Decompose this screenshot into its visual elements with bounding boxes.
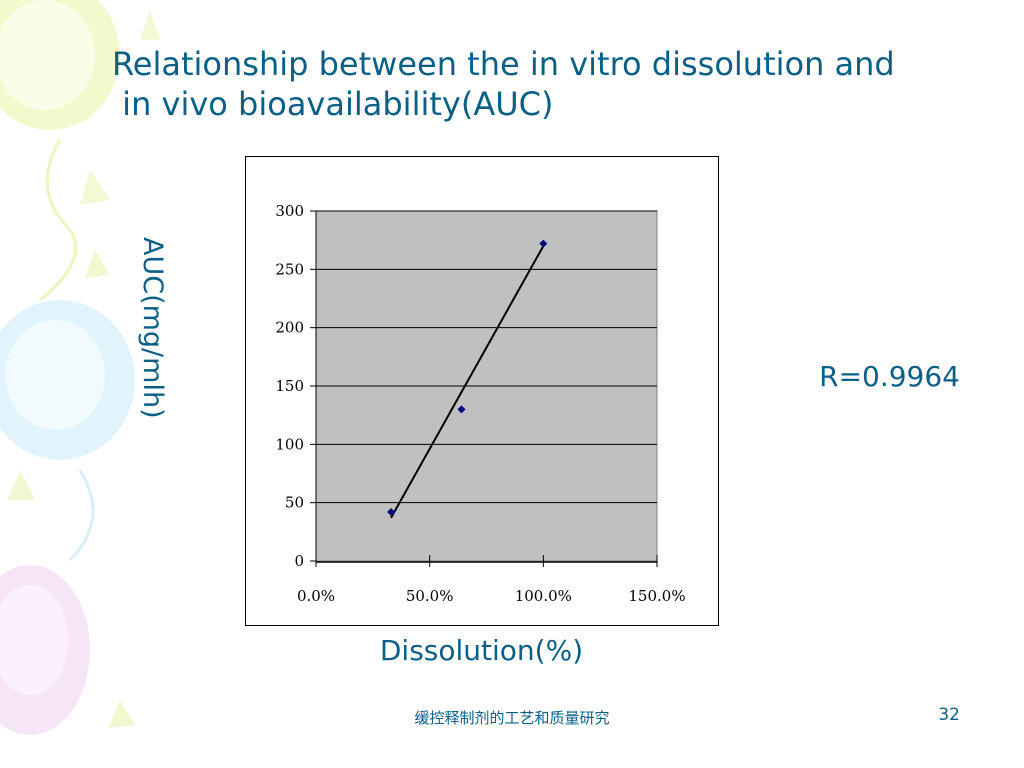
data-points (387, 239, 548, 516)
correlation-value: R=0.9964 (819, 360, 960, 393)
slide-title: Relationship between the in vitro dissol… (112, 44, 972, 124)
x-tick-labels: 0.0% 50.0% 100.0% 150.0% (297, 587, 686, 605)
gridlines (316, 210, 657, 504)
y-tick-labels: 0 50 100 150 200 250 300 (275, 202, 304, 570)
y-tick-label: 200 (275, 319, 304, 337)
y-tick-label: 0 (294, 552, 304, 570)
data-point-marker (539, 239, 548, 248)
footer-text: 缓控释制剂的工艺和质量研究 (414, 709, 610, 727)
y-tick-label: 250 (275, 260, 304, 278)
y-axis-label: AUC(mg/mlh) (137, 237, 168, 419)
x-tick-label: 150.0% (628, 587, 685, 605)
x-tick-label: 0.0% (297, 587, 335, 605)
y-tick-label: 150 (275, 377, 304, 395)
y-tick-label: 300 (275, 202, 304, 220)
x-tick-label: 50.0% (406, 587, 454, 605)
page-number: 32 (938, 705, 960, 725)
data-point-marker (387, 508, 396, 516)
slide-title-line-1: Relationship between the in vitro dissol… (112, 45, 895, 83)
axes (310, 210, 658, 567)
data-point-marker (457, 405, 466, 414)
scatter-chart: 0 50 100 150 200 250 300 0.0% 50.0% 100.0% 150.0% (245, 156, 719, 626)
slide-title-line-2: in vivo bioavailability(AUC) (112, 85, 554, 123)
y-tick-label: 50 (285, 494, 304, 512)
y-tick-label: 100 (275, 435, 304, 453)
x-tick-label: 100.0% (515, 587, 572, 605)
x-axis-label: Dissolution(%) (379, 634, 584, 667)
trendline (390, 245, 545, 519)
